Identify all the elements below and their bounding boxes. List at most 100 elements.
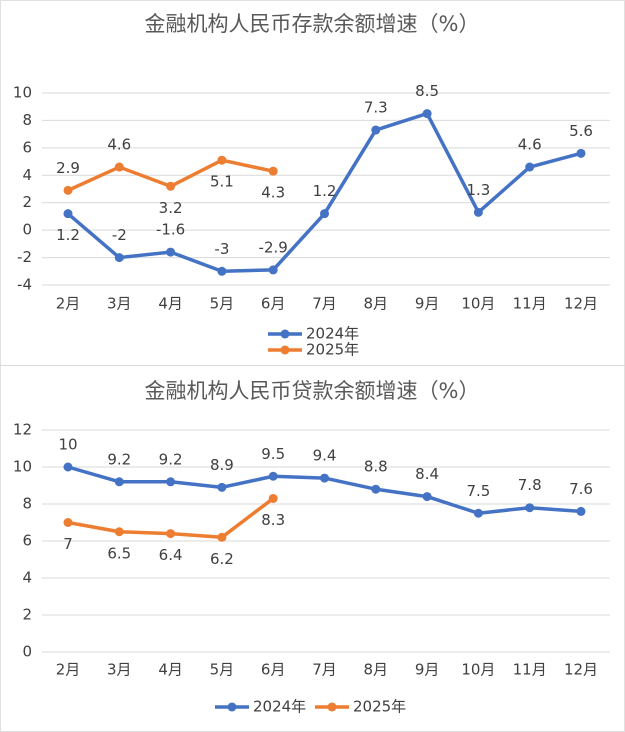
point [473,207,483,217]
point [114,162,124,172]
data-label: 7.6 [569,480,593,498]
data-label: 5.6 [569,122,593,140]
legend-marker [227,702,237,712]
x-tick-label: 3月 [107,661,132,679]
point [525,503,535,513]
chart-title: 金融机构人民币贷款余额增速（%） [145,379,480,403]
point [371,125,381,135]
point [114,253,124,263]
data-label: -3 [214,240,229,258]
data-label: 8.3 [261,511,285,529]
data-label: 8.9 [210,456,234,474]
point [371,484,381,494]
point [217,266,227,276]
point [63,209,73,219]
data-label: 7 [63,535,73,553]
y-tick-label: 2 [22,193,32,211]
point [63,462,73,472]
x-tick-label: 2月 [56,295,81,313]
y-tick-label: 6 [22,138,32,156]
x-tick-label: 7月 [312,295,337,313]
data-label: 4.6 [518,136,542,154]
point [268,166,278,176]
data-label: 5.1 [210,173,234,191]
data-label: 1.2 [56,226,80,244]
data-label: -2.9 [259,238,288,256]
data-label: 8.8 [364,458,388,476]
y-tick-label: -4 [17,276,32,294]
data-label: 3.2 [159,199,183,217]
legend-label: 2024年 [306,325,359,343]
point [422,109,432,119]
x-tick-label: 2月 [56,661,81,679]
point [268,265,278,275]
y-tick-label: 8 [22,111,32,129]
chart-title: 金融机构人民币存款余额增速（%） [145,12,480,36]
x-tick-label: 4月 [158,295,183,313]
point [320,473,329,483]
data-label: 7.5 [466,482,490,500]
data-label: 6.5 [107,544,131,562]
x-tick-label: 11月 [513,661,547,679]
point [114,477,124,487]
y-tick-label: 8 [22,495,32,513]
legend-marker [280,329,290,339]
point [166,529,176,539]
x-tick-label: 5月 [210,295,235,313]
point [217,532,227,542]
point [268,493,278,503]
y-tick-label: 0 [22,221,32,239]
point [525,162,535,172]
point [114,527,124,537]
data-label: 1.2 [313,182,337,200]
data-label: 10 [58,436,77,454]
x-tick-label: 9月 [415,661,440,679]
point [576,506,586,516]
data-label: 9.5 [261,445,285,463]
legend-marker [280,345,290,355]
point [63,185,73,195]
point [268,471,278,481]
point [422,492,432,502]
point [217,155,227,165]
data-label: 9.4 [313,447,337,465]
x-tick-label: 5月 [210,661,235,679]
x-tick-label: 11月 [513,295,547,313]
point [166,181,176,191]
point [576,148,586,158]
x-tick-label: 6月 [261,295,286,313]
data-label: 2.9 [56,159,80,177]
data-label: 8.5 [415,82,439,100]
data-label: 6.4 [159,546,183,564]
point [217,482,227,492]
data-label: 7.3 [364,99,388,117]
x-tick-label: 4月 [158,661,183,679]
data-label: 7.8 [518,476,542,494]
point [473,508,483,518]
data-label: -1.6 [156,221,185,239]
x-tick-label: 12月 [564,661,598,679]
x-tick-label: 3月 [107,295,132,313]
data-label: -2 [112,226,127,244]
x-tick-label: 8月 [364,295,389,313]
y-tick-label: 4 [22,569,32,587]
x-tick-label: 9月 [415,295,440,313]
point [320,209,329,219]
y-tick-label: 6 [22,532,32,550]
point [166,477,176,487]
legend-label: 2024年 [253,698,306,716]
y-tick-label: 2 [22,606,32,624]
x-tick-label: 12月 [564,295,598,313]
x-tick-label: 10月 [461,295,495,313]
data-label: 6.2 [210,550,234,568]
data-label: 4.6 [107,136,131,154]
data-label: 4.3 [261,184,285,202]
x-tick-label: 10月 [461,661,495,679]
legend-marker [327,702,337,712]
point [63,518,73,527]
data-label: 9.2 [107,450,131,468]
data-label: 9.2 [159,450,183,468]
data-label: 8.4 [415,465,439,483]
y-tick-label: 10 [13,458,32,476]
